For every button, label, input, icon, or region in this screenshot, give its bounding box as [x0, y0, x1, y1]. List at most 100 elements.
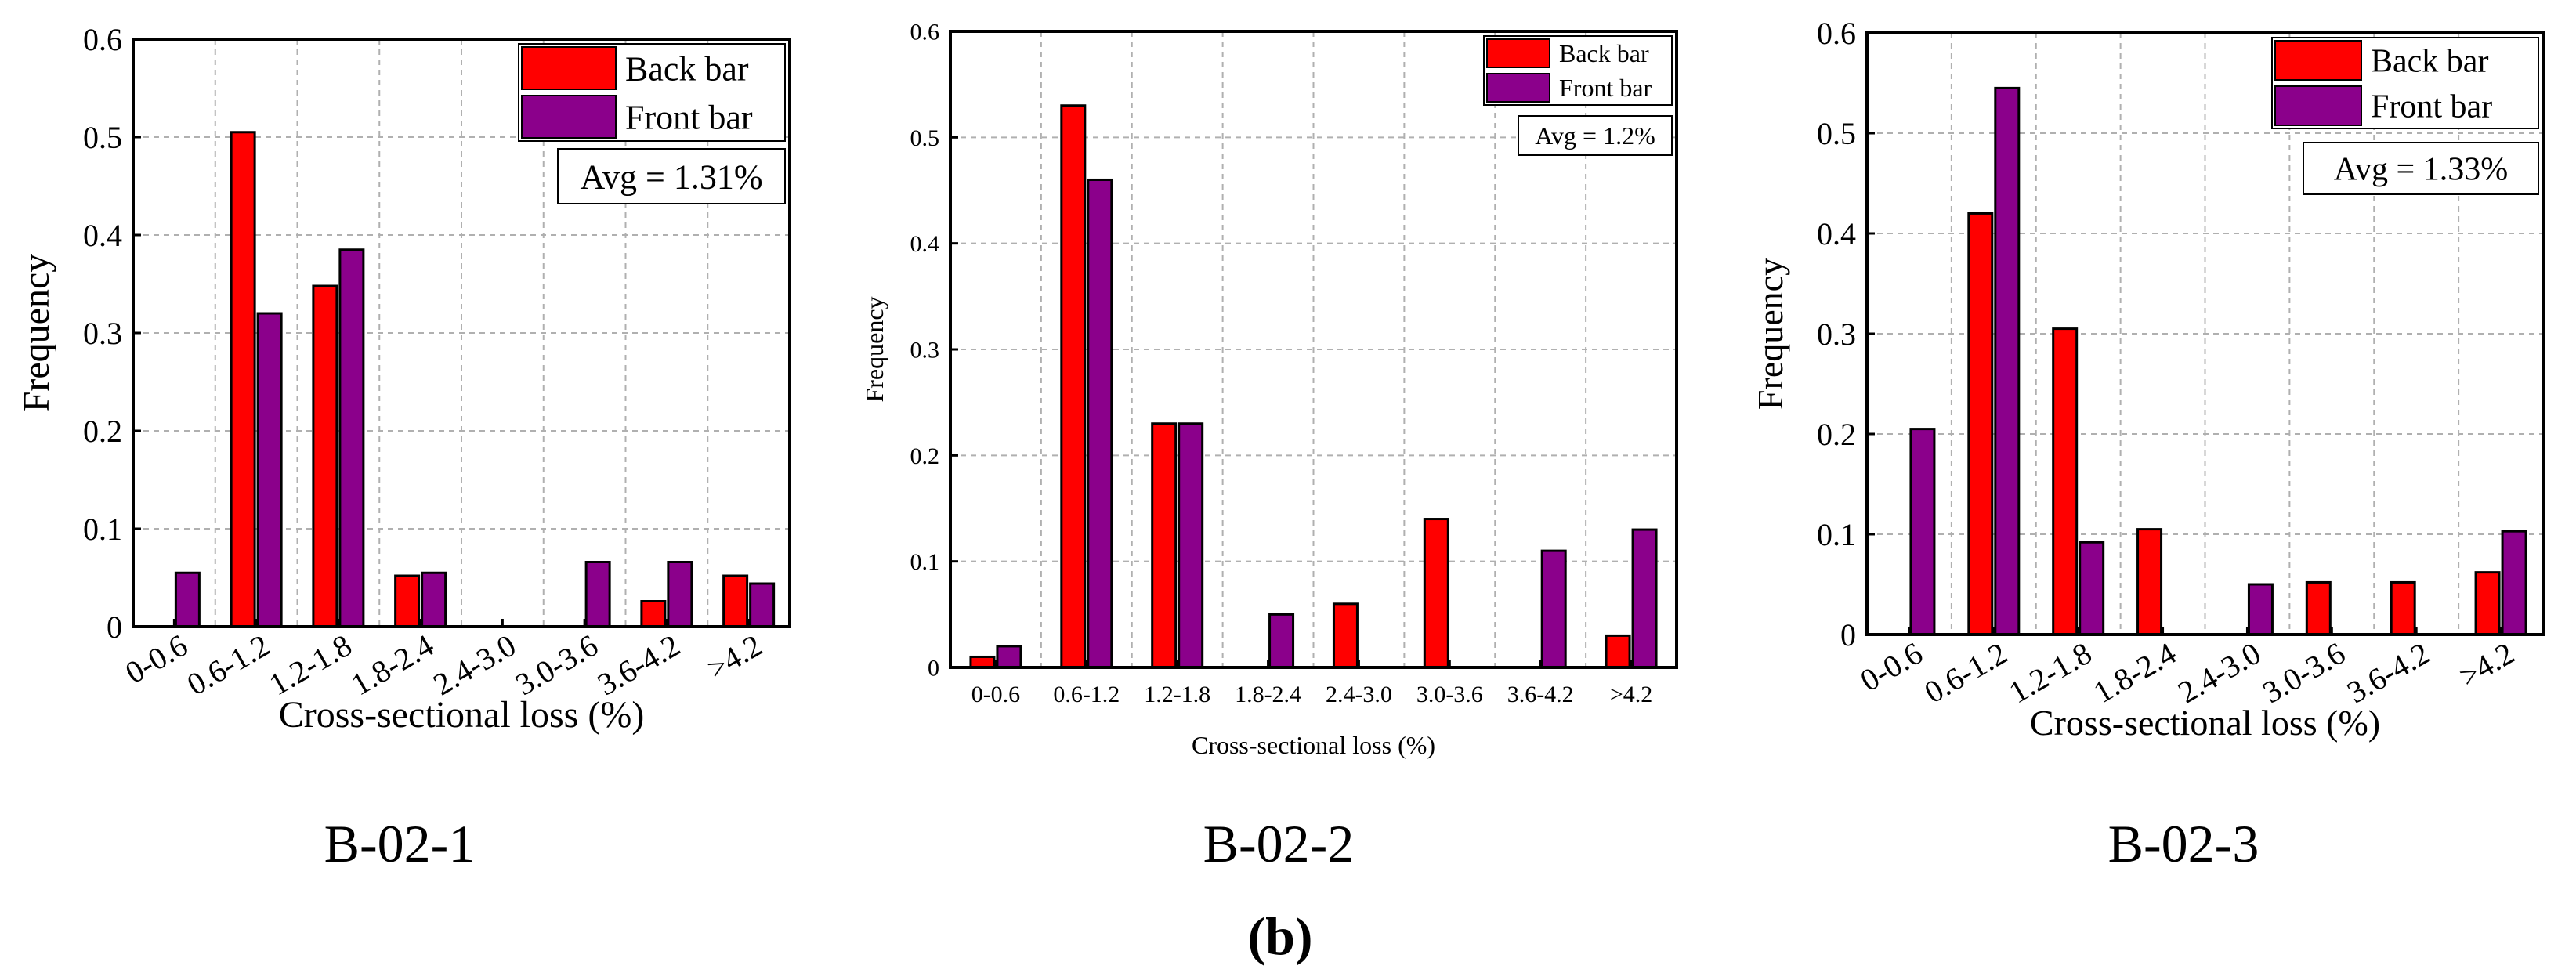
front-bar-bar: [1909, 428, 1936, 636]
y-tick-label: 0.5: [83, 120, 122, 155]
y-tick-label: 0.4: [910, 231, 940, 257]
x-tick-label: 2.4-3.0: [1326, 682, 1392, 707]
y-tick-label: 0.1: [1817, 517, 1856, 552]
x-tick-label: 1.2-1.8: [1144, 682, 1210, 707]
back-bar-bar: [1967, 212, 1994, 636]
front-bar-bar: [2079, 541, 2105, 636]
x-tick-label: 0.6-1.2: [181, 627, 276, 703]
back-bar-bar: [312, 284, 338, 628]
chart-b-02-3: 0 0.1 0.2 0.3 0.4 0.5 0.6 0-0.60.6-1.21.2-1.81.…: [1750, 16, 2545, 743]
caption-b-02-3: B-02-3: [2108, 814, 2259, 873]
front-bar-bar: [1994, 86, 2021, 636]
front-bar-bar: [1540, 549, 1567, 669]
x-tick-label: 0.6-1.2: [1919, 635, 2013, 711]
y-tick-label: 0.6: [910, 20, 940, 45]
back-bar-bar: [2390, 580, 2416, 636]
x-tick-label: 0-0.6: [971, 682, 1021, 707]
x-tick-label: >4.2: [2453, 635, 2520, 694]
back-bar-bar: [1151, 422, 1178, 669]
x-tick-label: 0.6-1.2: [1053, 682, 1120, 707]
x-tick-label: 0-0.6: [119, 627, 194, 691]
y-tick-label: 0: [1840, 617, 1856, 653]
back-bar-bar: [1060, 104, 1087, 669]
x-tick-label: 1.8-2.4: [345, 627, 440, 703]
legend-swatch-front-bar: [1486, 73, 1550, 103]
front-bar-bar: [667, 561, 693, 628]
front-bar-bar: [174, 571, 201, 628]
front-bar-bar: [749, 582, 776, 628]
front-bar-bar: [256, 312, 283, 628]
y-tick-label: 0: [107, 609, 122, 645]
x-axis-label: Cross-sectional loss (%): [1192, 731, 1435, 759]
legend-swatch-back-bar: [2274, 40, 2362, 81]
front-bar-bar: [338, 248, 365, 628]
y-tick-label: 0: [928, 656, 939, 682]
legend-swatch-back-bar: [1486, 38, 1550, 68]
x-tick-label: 0-0.6: [1854, 635, 1929, 699]
front-bar-bar: [1268, 613, 1295, 669]
y-axis-label: Frequency: [1750, 258, 1790, 410]
x-tick-label: 3.6-4.2: [1507, 682, 1574, 707]
chart-b-02-2: 0 0.1 0.2 0.3 0.4 0.5 0.6 0-0.6 0.6-1.2 1.2-1.8 1.…: [860, 20, 1678, 759]
front-bar-bar: [1087, 178, 1113, 669]
front-bar-bar: [2501, 530, 2527, 636]
chart-b-02-1: 0 0.1 0.2 0.3 0.4 0.5 0.6 0-0.60.6-1.21.2-1.81.…: [16, 22, 791, 736]
avg-annotation: Avg = 1.31%: [581, 157, 763, 196]
front-bar-bar: [584, 561, 611, 628]
legend-swatch-front-bar: [2274, 85, 2362, 126]
legend-label-back-bar: Back bar: [2371, 44, 2488, 80]
y-tick-label: 0.1: [910, 549, 940, 575]
back-bar-bar: [640, 600, 667, 628]
avg-annotation-box: [2303, 142, 2539, 195]
y-axis-label: Frequency: [860, 296, 888, 402]
back-bar-bar: [969, 655, 996, 669]
x-tick-label: 1.8-2.4: [1235, 682, 1301, 707]
legend-swatch-back-bar: [521, 46, 617, 90]
x-tick-label: 1.2-1.8: [263, 627, 358, 703]
axis-frame: [949, 30, 1678, 669]
y-tick-label: 0.2: [1817, 417, 1856, 452]
legend-label-front-bar: Front bar: [2371, 89, 2492, 125]
x-tick-label: 3.0-3.6: [2256, 635, 2351, 711]
x-tick-label: 3.6-4.2: [592, 627, 686, 703]
x-tick-label: 2.4-3.0: [427, 627, 522, 703]
y-tick-label: 0.4: [83, 218, 122, 253]
y-tick-label: 0.3: [83, 316, 122, 351]
x-tick-label: 1.2-1.8: [2003, 635, 2098, 711]
x-tick-label: 1.8-2.4: [2087, 635, 2182, 711]
y-tick-label: 0.5: [1817, 116, 1856, 151]
back-bar-bar: [2136, 528, 2163, 636]
back-bar-bar: [1605, 634, 1631, 669]
front-bar-bar: [1631, 528, 1658, 669]
x-tick-label: 3.6-4.2: [2341, 635, 2436, 711]
y-tick-label: 0.3: [1817, 316, 1856, 352]
front-bar-bar: [421, 571, 447, 628]
front-bar-bar: [1178, 422, 1204, 669]
back-bar-bar: [230, 131, 256, 628]
back-bar-bar: [1423, 518, 1449, 669]
y-axis-label: Frequency: [16, 254, 57, 413]
y-tick-label: 0.4: [1817, 216, 1856, 251]
avg-annotation: Avg = 1.2%: [1535, 121, 1655, 150]
caption-b-02-2: B-02-2: [1203, 814, 1355, 873]
y-tick-label: 0.2: [910, 443, 940, 469]
avg-annotation: Avg = 1.33%: [2334, 152, 2508, 188]
x-tick-label: >4.2: [1610, 682, 1652, 707]
back-bar-bar: [2305, 580, 2332, 636]
y-tick-label: 0.3: [910, 338, 940, 363]
y-tick-label: 0.6: [83, 22, 122, 57]
x-tick-label: 3.0-3.6: [509, 627, 604, 703]
y-tick-label: 0.1: [83, 512, 122, 547]
x-axis-label: Cross-sectional loss (%): [279, 694, 645, 736]
figure-label: (b): [1247, 906, 1312, 966]
legend-label-front-bar: Front bar: [1559, 74, 1652, 102]
back-bar-bar: [2052, 327, 2079, 636]
axis-frame: [132, 38, 791, 628]
back-bar-bar: [722, 574, 749, 628]
x-tick-label: >4.2: [701, 627, 768, 686]
back-bar-bar: [1332, 602, 1359, 669]
back-bar-bar: [394, 574, 421, 628]
x-axis-label: Cross-sectional loss (%): [2030, 703, 2380, 743]
x-tick-label: 3.0-3.6: [1416, 682, 1483, 707]
